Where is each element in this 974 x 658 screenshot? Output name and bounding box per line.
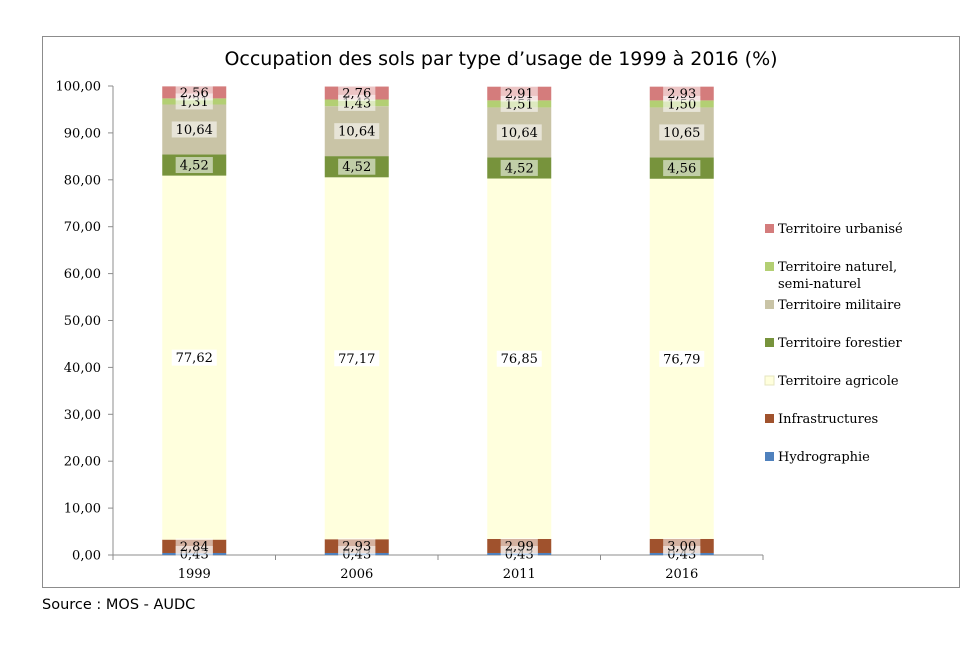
data-label: 2,99 [505,539,534,554]
data-label-background [338,85,376,102]
legend-swatch [765,300,774,309]
plot-area: 0,00 10,00 20,00 30,00 40,00 50,00 60,00 70,00 8… [56,80,764,582]
legend-swatch [764,375,775,386]
data-label: 3,00 [667,539,696,554]
data-label-background [500,85,538,102]
data-label-background [334,350,380,367]
legend-label: Territoire militaire [778,298,901,313]
data-label-background [500,159,538,176]
stacked-bar-chart: Occupation des sols par type d’usage de … [56,48,904,582]
data-label: 76,85 [501,352,538,367]
data-label: 4,52 [342,160,371,175]
y-tick-label: 50,00 [64,314,101,329]
data-label: 2,56 [180,86,209,101]
data-label-background [663,160,701,177]
legend-label: Territoire naturel, [778,260,897,275]
data-label: 10,64 [338,125,375,140]
y-tick-label: 100,00 [56,80,102,95]
y-tick-label: 0,00 [72,549,101,564]
data-label: 77,62 [176,351,213,366]
data-label: 2,91 [505,87,534,102]
chart-title-bold: Occupation des sols par type d’usage [224,48,582,70]
data-label-background [175,84,213,101]
data-label-background [171,349,217,366]
data-label: 2,93 [342,540,371,555]
data-label-background [338,158,376,175]
data-label: 4,56 [667,162,696,177]
data-label-background [171,121,217,138]
legend-swatch [765,262,774,271]
y-tick-label: 20,00 [64,455,101,470]
data-label: 77,17 [338,352,375,367]
data-label: 10,65 [663,126,700,141]
data-label-background [338,538,376,555]
legend-label: Hydrographie [778,450,870,465]
data-label: 10,64 [501,126,538,141]
chart-frame: Occupation des sols par type d’usage de … [42,36,960,588]
data-label: 76,79 [663,352,700,367]
y-tick-label: 30,00 [64,408,101,423]
data-label: 10,64 [176,123,213,138]
data-label-background [496,350,542,367]
legend-label: semi-naturel [778,277,861,292]
data-label-background [663,85,701,102]
legend-label: Territoire urbanisé [778,222,903,237]
y-tick-label: 80,00 [64,173,101,188]
legend-swatch [765,452,774,461]
data-label-background [175,157,213,174]
source-note: Source : MOS - AUDC [42,597,196,613]
legend-swatch [765,338,774,347]
legend-swatch [765,224,774,233]
y-tick-label: 90,00 [64,126,101,141]
legend-swatch [765,414,774,423]
data-label-background [175,538,213,555]
data-label: 2,84 [180,540,209,555]
legend-label: Infrastructures [778,412,878,427]
y-tick-label: 40,00 [64,361,101,376]
y-tick-label: 10,00 [64,502,101,517]
x-tick-label: 2006 [340,567,373,582]
chart-title-rest: de 1999 à 2016 (%) [582,48,777,70]
legend-label: Territoire agricole [778,374,899,389]
data-label-background [663,537,701,554]
data-label: 2,93 [667,87,696,102]
data-label-background [496,124,542,141]
x-tick-label: 1999 [178,567,211,582]
data-label: 4,52 [505,161,534,176]
data-label: 2,76 [342,87,371,102]
x-tick-label: 2011 [503,567,536,582]
x-tick-label: 2016 [665,567,698,582]
legend-label: Territoire forestier [778,336,902,351]
data-label: 4,52 [180,159,209,174]
data-label-background [334,123,380,140]
data-label-background [659,350,705,367]
y-tick-label: 70,00 [64,220,101,235]
chart-title: Occupation des sols par type d’usage de … [224,48,777,70]
data-label-background [500,537,538,554]
y-tick-label: 60,00 [64,267,101,282]
legend: Territoire urbanisé Territoire naturel, se… [764,222,903,465]
data-label-background [659,124,705,141]
